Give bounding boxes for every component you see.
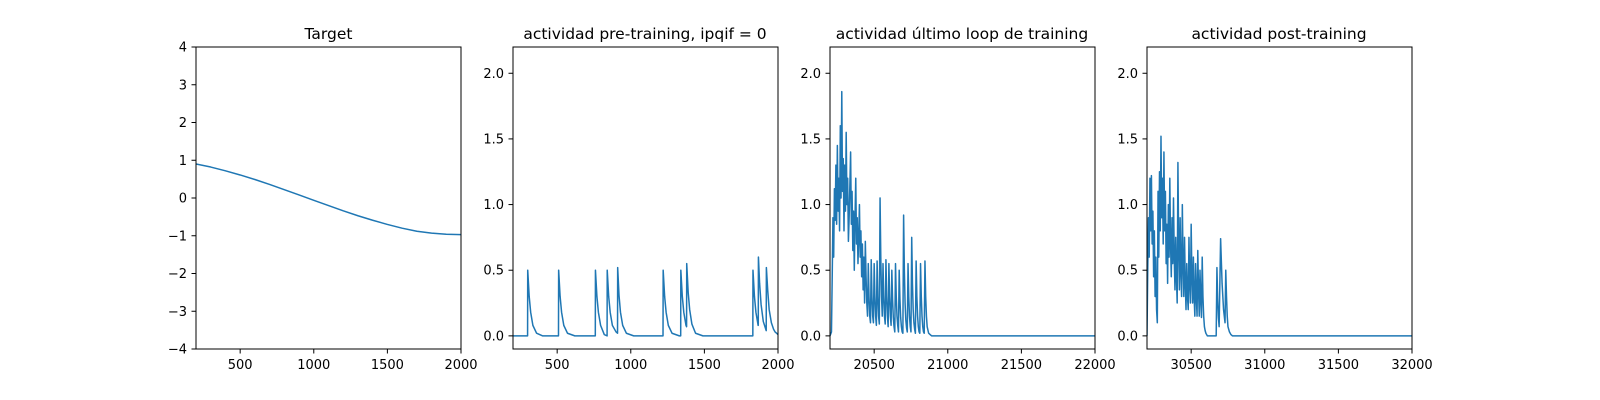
x-tick-label-last-training-loop: 20500: [853, 358, 894, 373]
y-tick-label-post-training: 2.0: [1117, 67, 1138, 82]
panel-pre-training: actividad pre-training, ipqif = 0 500 100…: [483, 25, 794, 373]
panel-pre-training-title: actividad pre-training, ipqif = 0: [523, 25, 766, 43]
x-tick-label-target: 500: [228, 358, 253, 373]
y-tick-label-post-training: 1.0: [1117, 198, 1138, 213]
series-line-last-training-loop-0: [830, 90, 1095, 337]
y-tick-label-pre-training: 0.0: [483, 329, 504, 344]
x-tick-label-post-training: 32000: [1391, 358, 1432, 373]
y-tick-label-post-training: 1.5: [1117, 132, 1138, 147]
panel-last-training-loop: actividad último loop de training 20500 2…: [800, 25, 1115, 373]
x-tick-label-post-training: 30500: [1170, 358, 1211, 373]
panel-target-title: Target: [304, 25, 353, 43]
panel-post-training-title: actividad post-training: [1191, 25, 1366, 43]
y-tick-label-pre-training: 0.5: [483, 264, 504, 279]
axes-frame-post-training: [1146, 46, 1413, 350]
x-tick-label-post-training: 31000: [1244, 358, 1285, 373]
y-tick-label-target: −1: [168, 229, 187, 244]
x-tick-label-pre-training: 1000: [614, 358, 647, 373]
x-tick-label-post-training: 31500: [1318, 358, 1359, 373]
y-tick-label-target: 2: [179, 116, 187, 131]
x-tick-label-pre-training: 2000: [761, 358, 794, 373]
y-tick-label-target: −3: [168, 305, 187, 320]
series-line-target-0: [196, 163, 461, 236]
y-tick-label-pre-training: 1.5: [483, 132, 504, 147]
x-tick-label-last-training-loop: 21000: [927, 358, 968, 373]
y-tick-label-target: −4: [168, 343, 187, 358]
y-tick-label-target: 1: [179, 154, 187, 169]
x-tick-label-target: 2000: [444, 358, 477, 373]
y-tick-label-last-training-loop: 1.0: [800, 198, 821, 213]
panel-last-training-loop-title: actividad último loop de training: [836, 25, 1088, 43]
y-tick-label-target: 4: [179, 41, 187, 56]
x-tick-label-target: 1000: [297, 358, 330, 373]
series-line-pre-training-0: [513, 256, 778, 337]
y-tick-label-target: 3: [179, 78, 187, 93]
x-tick-label-target: 1500: [371, 358, 404, 373]
y-tick-label-last-training-loop: 1.5: [800, 132, 821, 147]
y-tick-label-post-training: 0.5: [1117, 264, 1138, 279]
x-tick-label-pre-training: 1500: [688, 358, 721, 373]
y-tick-label-target: −2: [168, 267, 187, 282]
y-tick-label-last-training-loop: 0.5: [800, 264, 821, 279]
y-tick-label-target: 0: [179, 192, 187, 207]
y-tick-label-post-training: 0.0: [1117, 329, 1138, 344]
panel-target: Target 500 1000 1500 2000 −4 −3 −2 −1 0 1 2 3 4: [168, 25, 478, 373]
y-tick-label-last-training-loop: 0.0: [800, 329, 821, 344]
x-tick-label-last-training-loop: 22000: [1074, 358, 1115, 373]
axes-frame-pre-training: [512, 46, 779, 350]
y-tick-label-last-training-loop: 2.0: [800, 67, 821, 82]
x-tick-label-last-training-loop: 21500: [1001, 358, 1042, 373]
x-tick-label-pre-training: 500: [545, 358, 570, 373]
y-tick-label-pre-training: 1.0: [483, 198, 504, 213]
series-line-post-training-0: [1147, 135, 1412, 337]
y-tick-label-pre-training: 2.0: [483, 67, 504, 82]
axes-frame-last-training-loop: [829, 46, 1096, 350]
panel-post-training: actividad post-training 30500 31000 31500 3…: [1117, 25, 1432, 373]
